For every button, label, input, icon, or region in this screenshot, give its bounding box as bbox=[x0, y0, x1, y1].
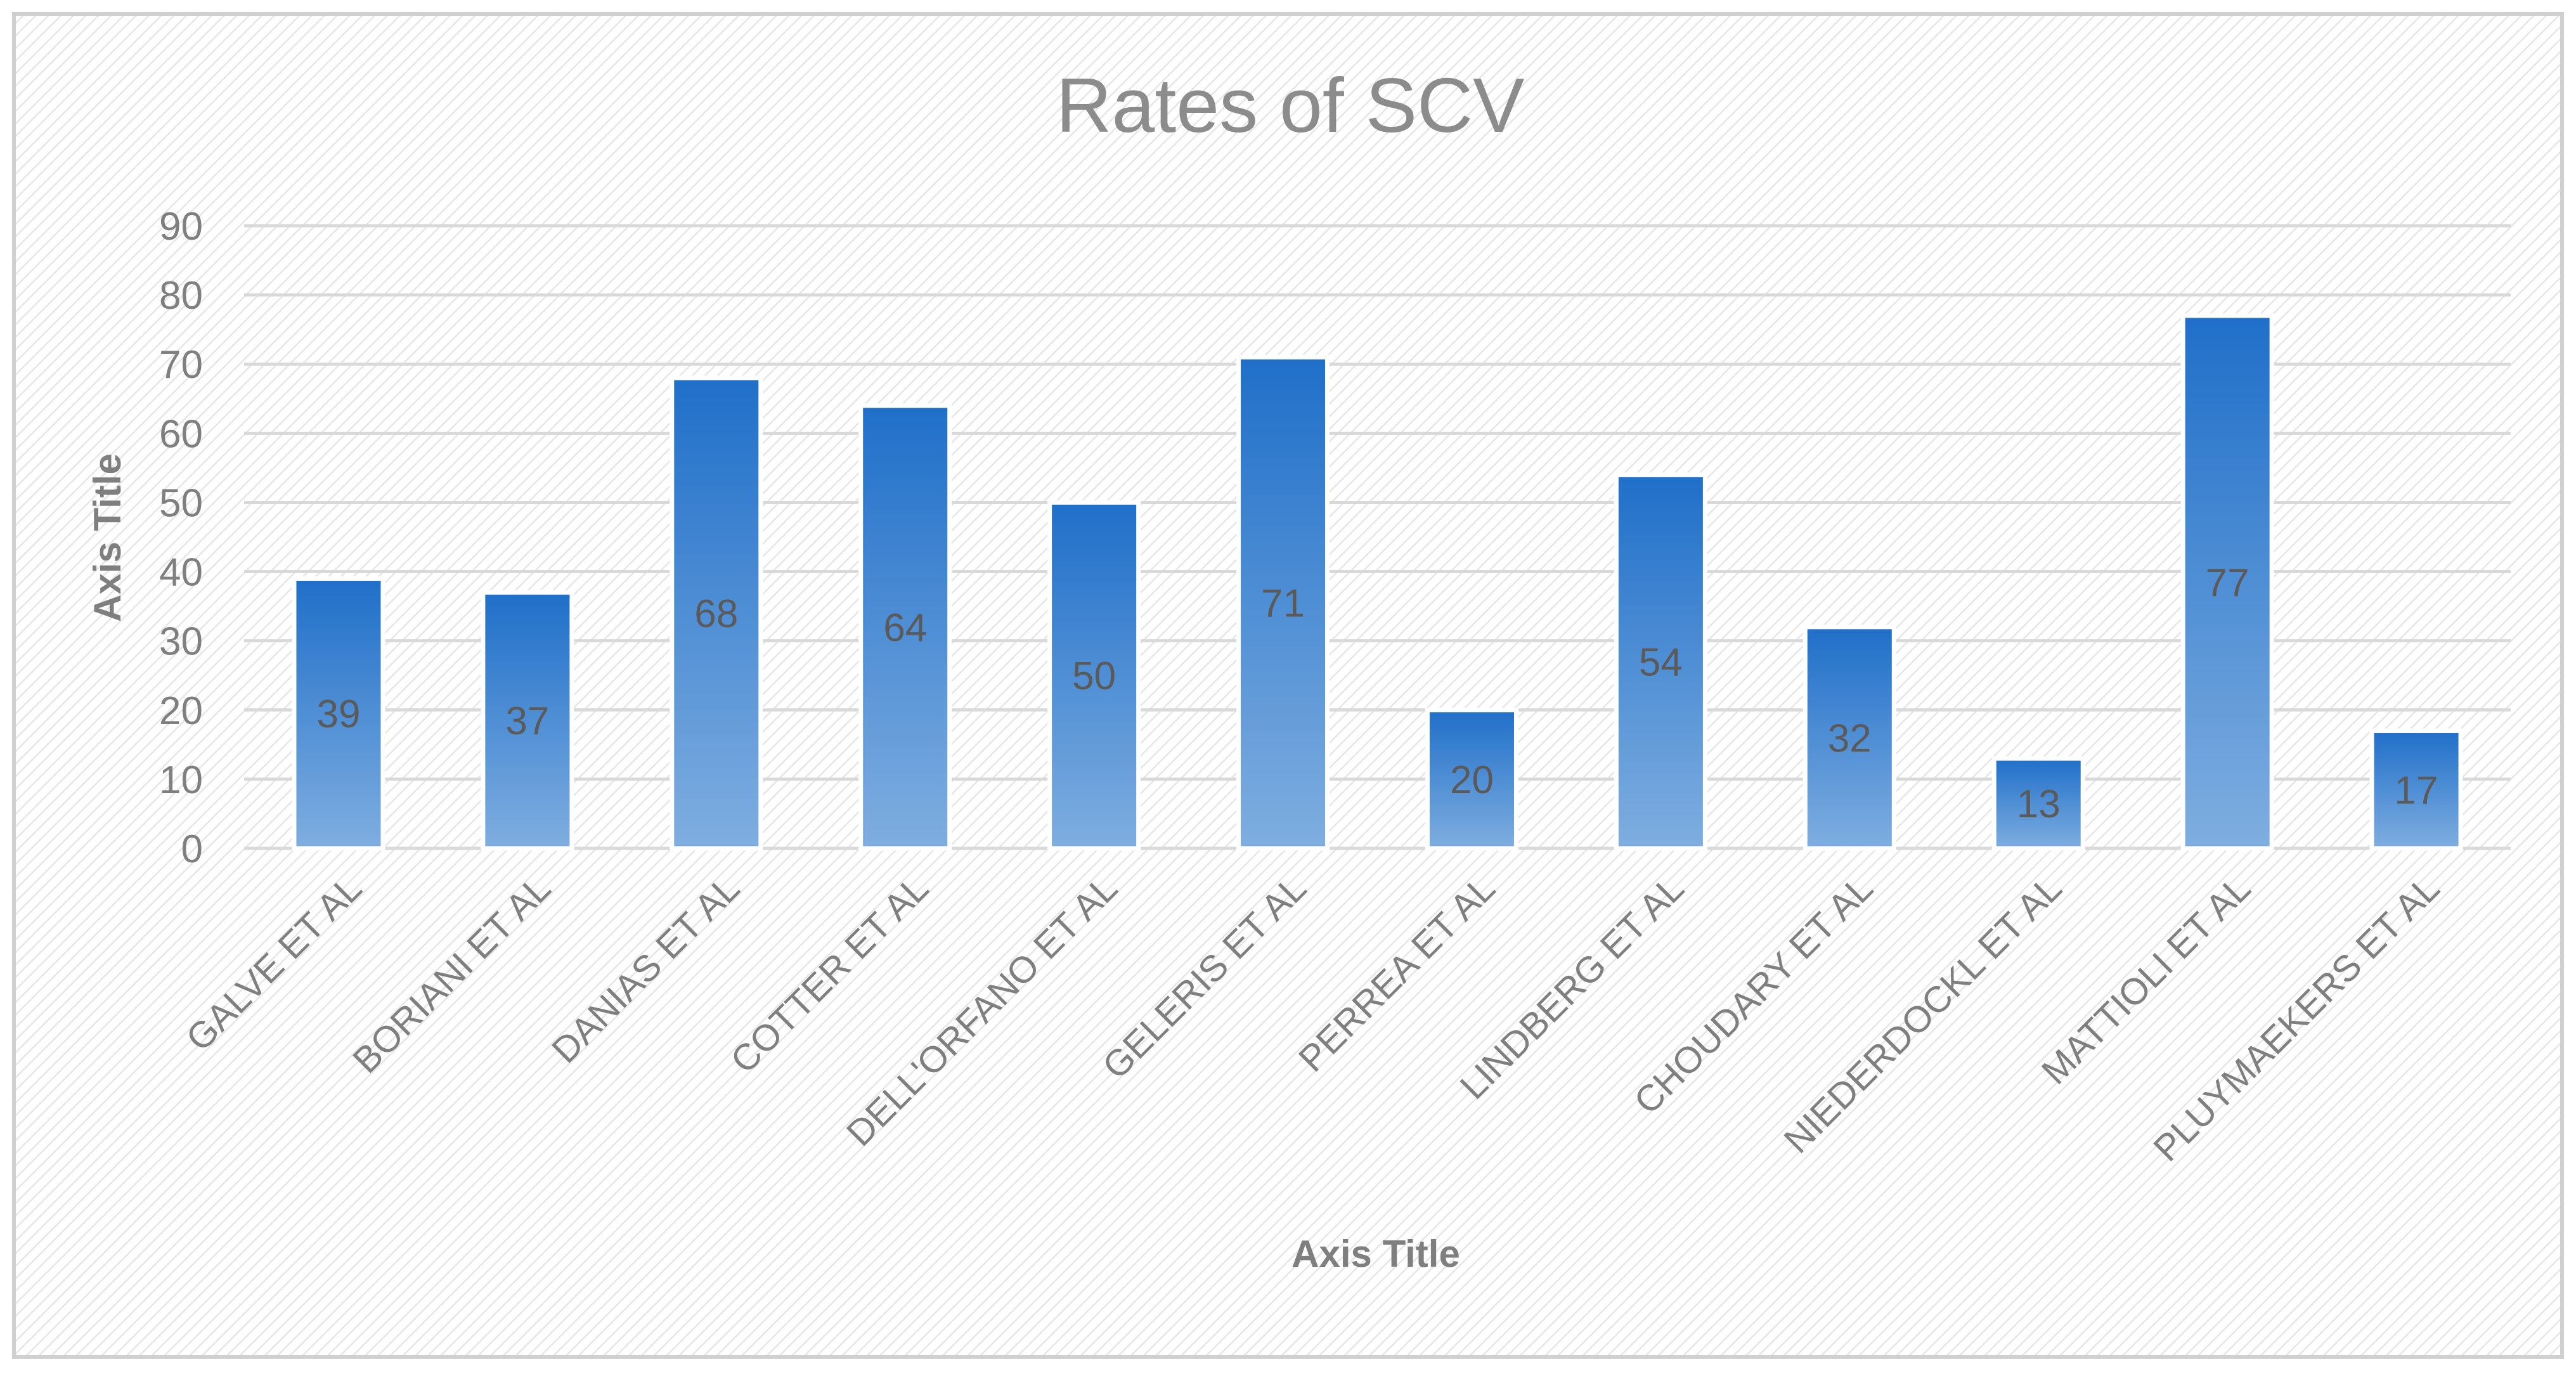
data-label: 20 bbox=[1450, 758, 1494, 802]
gridlines bbox=[244, 224, 2511, 850]
bar bbox=[292, 576, 385, 851]
bar bbox=[858, 403, 952, 851]
bars bbox=[292, 313, 2463, 851]
y-tick-label: 10 bbox=[159, 758, 203, 802]
bar bbox=[1236, 354, 1330, 851]
data-label: 37 bbox=[505, 699, 549, 743]
y-tick-label: 70 bbox=[159, 343, 203, 387]
data-label: 13 bbox=[2017, 782, 2061, 826]
bar bbox=[2180, 313, 2274, 851]
data-label: 39 bbox=[316, 692, 360, 736]
chart-title: Rates of SCV bbox=[1056, 62, 1524, 148]
bar bbox=[1047, 500, 1141, 851]
y-tick-label: 0 bbox=[181, 827, 203, 871]
y-tick-label: 50 bbox=[159, 481, 203, 525]
data-label: 64 bbox=[883, 606, 927, 650]
bar bbox=[1803, 625, 1896, 851]
data-label: 71 bbox=[1261, 582, 1305, 626]
bar bbox=[2369, 729, 2463, 851]
bar bbox=[481, 590, 574, 851]
x-axis-title: Axis Title bbox=[1291, 1233, 1460, 1275]
y-tick-label: 40 bbox=[159, 551, 203, 595]
data-label: 54 bbox=[1639, 640, 1683, 684]
data-label: 68 bbox=[694, 592, 738, 636]
y-axis-title: Axis Title bbox=[86, 453, 129, 622]
data-label: 77 bbox=[2206, 561, 2249, 605]
y-tick-label: 80 bbox=[159, 274, 203, 318]
y-tick-label: 60 bbox=[159, 412, 203, 456]
data-label: 17 bbox=[2395, 768, 2438, 812]
y-tick-label: 20 bbox=[159, 689, 203, 733]
bar bbox=[670, 375, 763, 851]
data-labels: 39 37 68 64 50 71 20 54 32 13 77 17 bbox=[316, 561, 2438, 826]
y-axis-tick-labels: 0 10 20 30 40 50 60 70 80 90 bbox=[159, 205, 203, 871]
data-label: 50 bbox=[1072, 654, 1116, 698]
y-tick-label: 30 bbox=[159, 620, 203, 664]
bar bbox=[1425, 708, 1518, 851]
data-label: 32 bbox=[1828, 716, 1872, 760]
y-tick-label: 90 bbox=[159, 205, 203, 249]
bar bbox=[1991, 756, 2085, 851]
bar bbox=[1614, 472, 1707, 851]
